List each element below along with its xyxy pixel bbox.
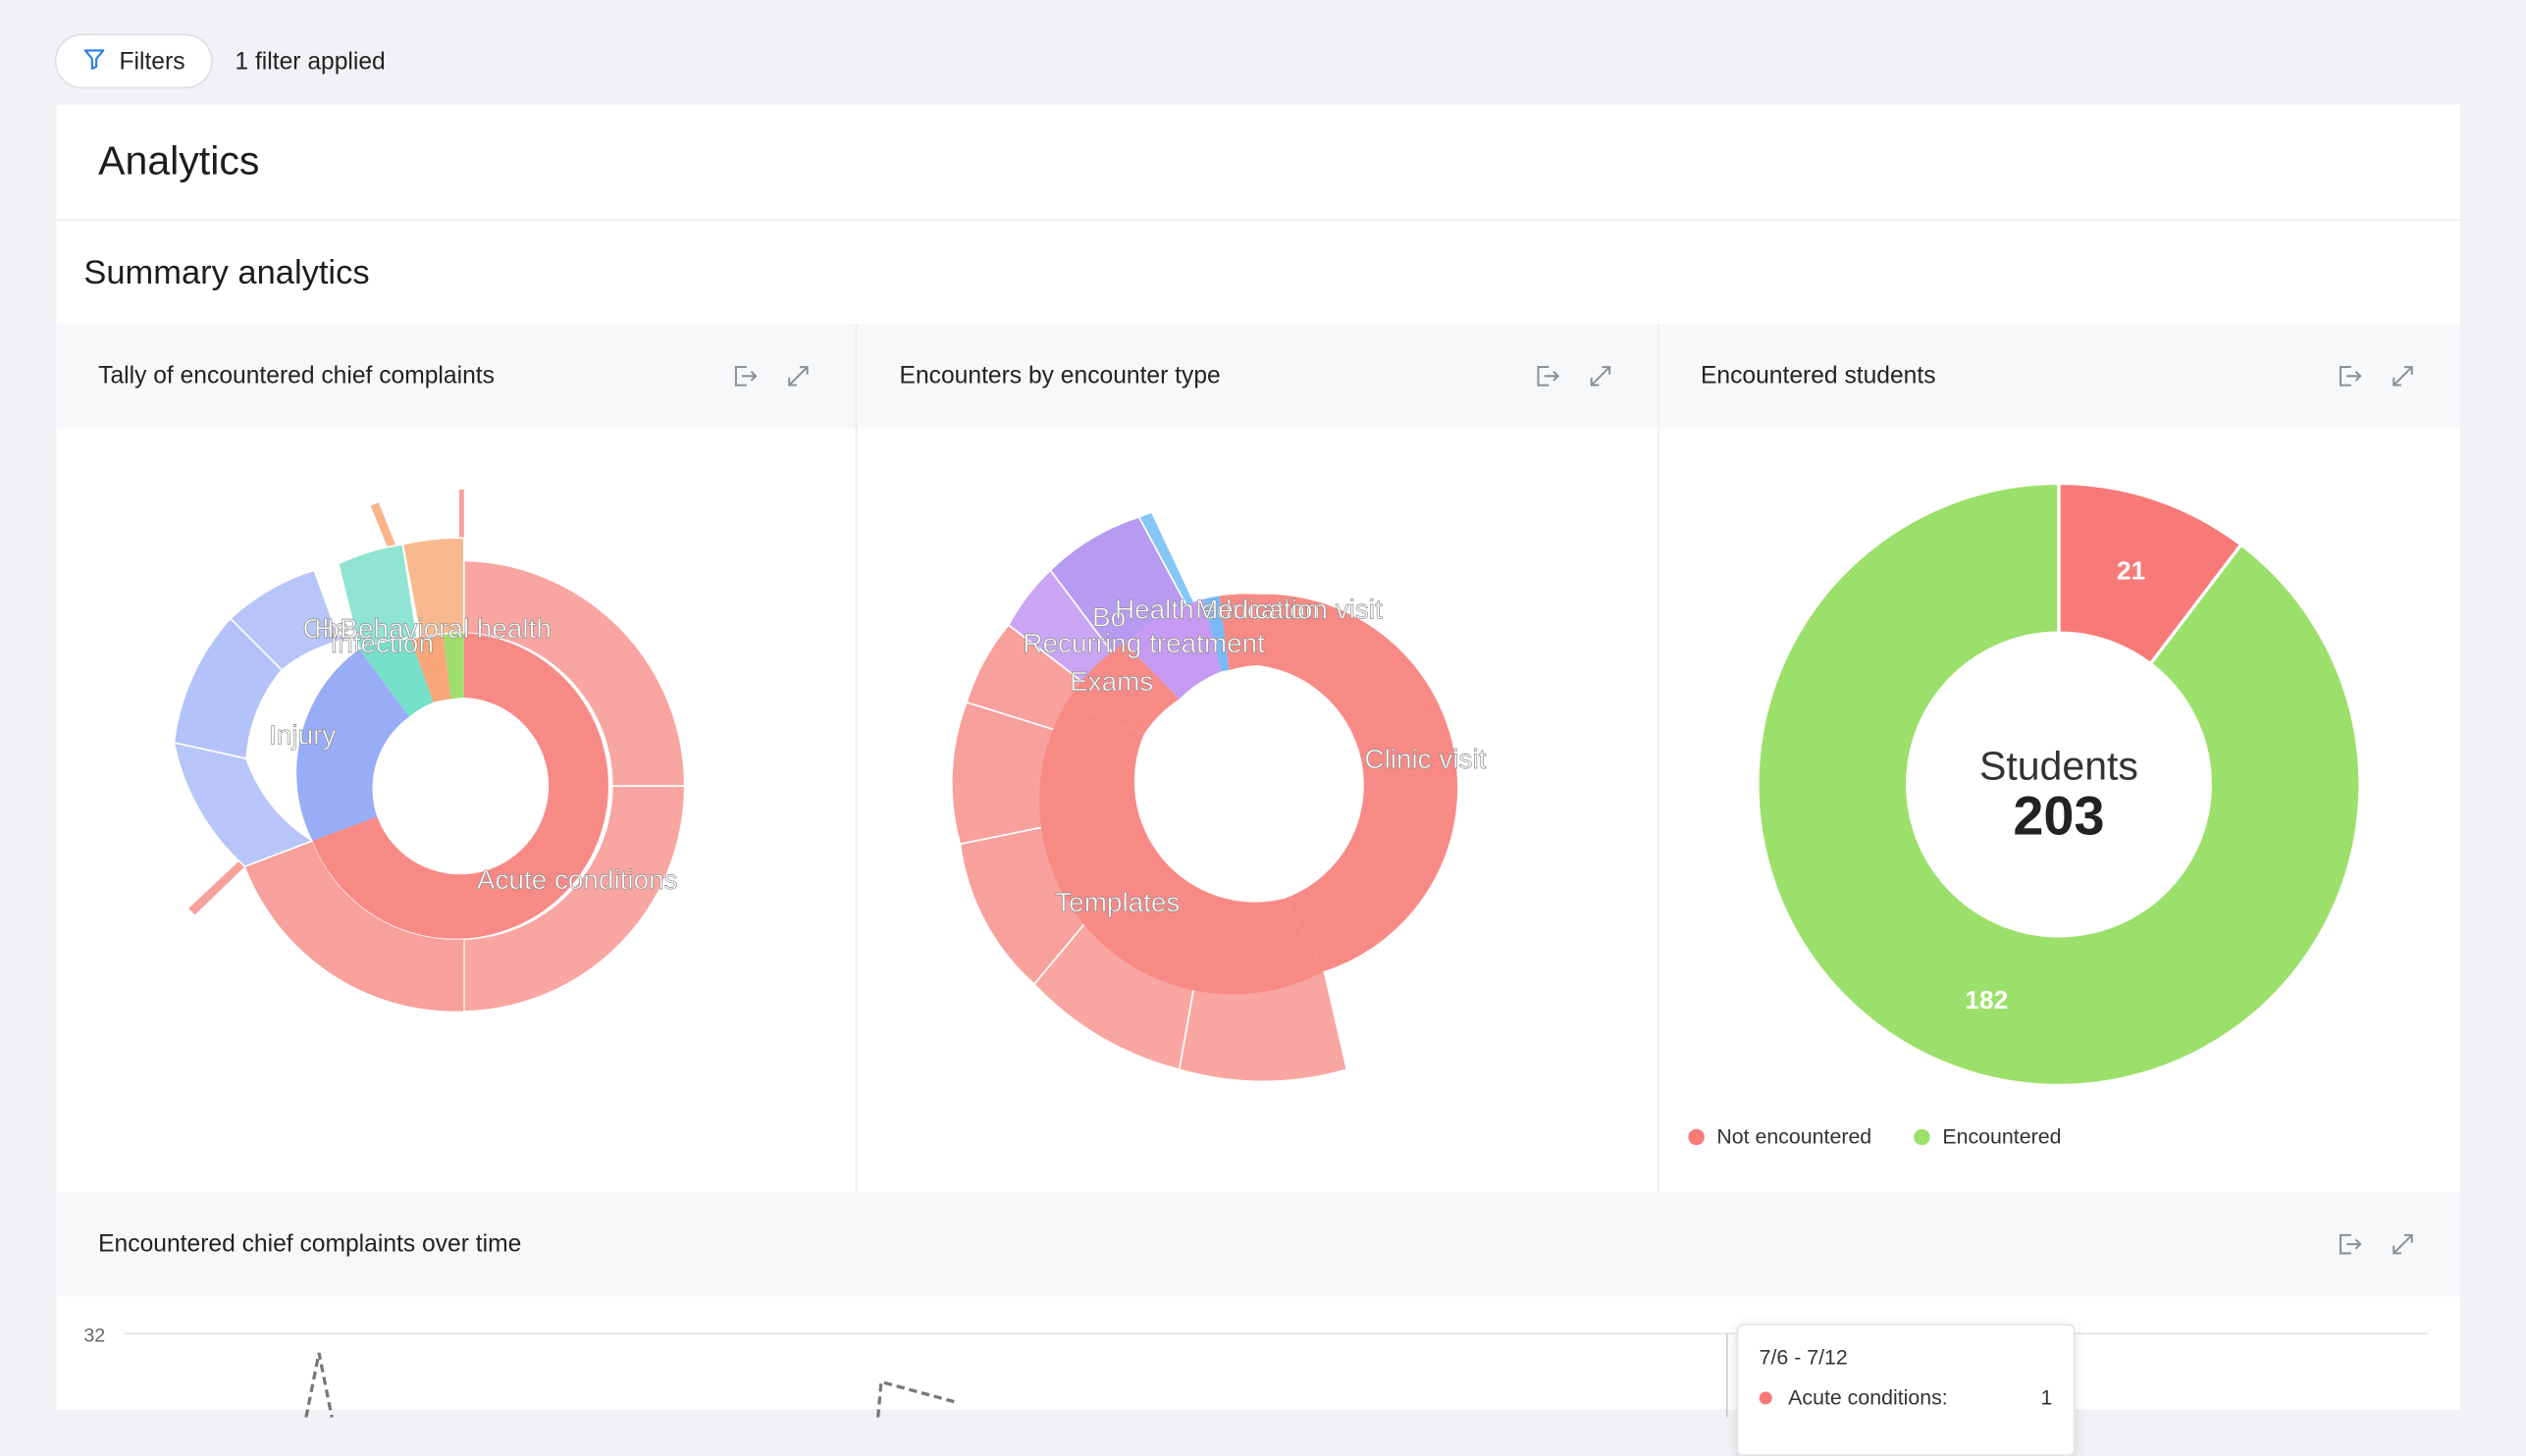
label-behavioral-health: Behavioral health	[340, 613, 552, 644]
legend-not-encountered[interactable]: Not encountered	[1687, 1123, 1872, 1149]
legend-encountered[interactable]: Encountered	[1913, 1123, 2062, 1149]
label-exams: Exams	[1071, 666, 1154, 697]
card-tools	[730, 361, 814, 391]
label-ch: Ch	[303, 613, 339, 644]
legend-dot	[1913, 1127, 1930, 1145]
sunburst-rings	[951, 511, 1458, 1083]
card-tools	[2335, 361, 2418, 391]
export-icon[interactable]	[730, 361, 761, 391]
sunburst-rings	[173, 490, 686, 1013]
encountered-students-card: Encountered students 21 182 Students	[1658, 323, 2460, 1192]
complaints-over-time-card: Encountered chief complaints over time 3…	[56, 1191, 2460, 1456]
chart-legend: Not encountered Encountered	[1687, 1123, 2062, 1149]
expand-icon[interactable]	[1585, 361, 1615, 391]
card-title: Tally of encountered chief complaints	[98, 362, 495, 390]
summary-header: Summary analytics	[56, 221, 2459, 326]
line-chart[interactable]: 32 7/6 - 7/12 Acute conditions: 1	[56, 1296, 2459, 1456]
label-health-education: Health education	[1116, 594, 1321, 624]
donut-center-label: Students	[1978, 744, 2137, 789]
chart-tooltip: 7/6 - 7/12 Acute conditions: 1	[1736, 1324, 2076, 1456]
section-title: Summary analytics	[83, 253, 370, 291]
chief-complaints-card: Tally of encountered chief complaints	[56, 323, 858, 1192]
donut-chart[interactable]: 21 182 Students 203 Not encountered Enco…	[1658, 429, 2459, 1192]
label-injury: Injury	[269, 719, 336, 750]
page-title: Analytics	[98, 138, 260, 184]
value-label-encountered: 182	[1965, 985, 2008, 1014]
expand-icon[interactable]	[2388, 361, 2418, 391]
slice-encountered[interactable]	[1755, 481, 2361, 1088]
card-tools	[2335, 1229, 2418, 1260]
filters-button[interactable]: Filters	[54, 33, 213, 89]
label-recurring-treatment: Recurring treatment	[1024, 628, 1266, 658]
legend-label: Encountered	[1942, 1123, 2062, 1149]
card-header: Tally of encountered chief complaints	[56, 323, 857, 429]
label-templates: Templates	[1056, 887, 1181, 917]
card-title: Encountered students	[1700, 362, 1936, 390]
sunburst-chart[interactable]: Acute conditions Injury Infection Ch He …	[56, 429, 856, 1192]
filters-label: Filters	[119, 47, 185, 76]
tooltip-dot	[1759, 1390, 1772, 1404]
series-line	[304, 1352, 334, 1418]
card-title: Encounters by encounter type	[899, 362, 1221, 390]
summary-cards: Tally of encountered chief complaints	[56, 323, 2460, 1192]
top-bar: Filters 1 filter applied	[54, 32, 386, 90]
encounter-type-card: Encounters by encounter type	[857, 323, 1659, 1192]
expand-icon[interactable]	[2388, 1229, 2418, 1260]
donut-center-value: 203	[2013, 784, 2104, 846]
label-infection: Infection	[331, 628, 434, 658]
tooltip-row-label: Acute conditions:	[1788, 1384, 1948, 1410]
value-label-not-encountered: 21	[2116, 556, 2144, 586]
card-title: Encountered chief complaints over time	[98, 1230, 522, 1259]
label-he: He	[314, 613, 349, 644]
expand-icon[interactable]	[783, 361, 814, 391]
label-clinic-visit: Clinic visit	[1365, 744, 1487, 774]
export-icon[interactable]	[2335, 361, 2365, 391]
analytics-panel: Analytics Summary analytics Tally of enc…	[56, 104, 2460, 1456]
tooltip-row: Acute conditions: 1	[1759, 1384, 2053, 1410]
legend-label: Not encountered	[1716, 1123, 1872, 1149]
legend-dot	[1687, 1127, 1705, 1145]
tooltip-row-value: 1	[2040, 1384, 2053, 1410]
card-header: Encountered chief complaints over time	[56, 1191, 2460, 1297]
label-acute-conditions: Acute conditions	[477, 864, 678, 895]
card-tools	[1532, 361, 1615, 391]
sunburst-chart[interactable]: Clinic visit Templates Exams Recurring t…	[858, 429, 1658, 1192]
label-medication-visit: Medication visit	[1196, 594, 1384, 624]
series-line	[876, 1379, 960, 1418]
export-icon[interactable]	[1532, 361, 1562, 391]
y-axis-max-label: 32	[83, 1325, 105, 1346]
card-header: Encountered students	[1658, 323, 2460, 429]
card-header: Encounters by encounter type	[857, 323, 1658, 429]
export-icon[interactable]	[2335, 1229, 2365, 1260]
analytics-header: Analytics	[56, 105, 2460, 221]
tooltip-title: 7/6 - 7/12	[1759, 1344, 1848, 1370]
filter-count: 1 filter applied	[235, 47, 386, 76]
funnel-icon	[82, 46, 107, 77]
label-bo: Bo	[1093, 602, 1127, 633]
